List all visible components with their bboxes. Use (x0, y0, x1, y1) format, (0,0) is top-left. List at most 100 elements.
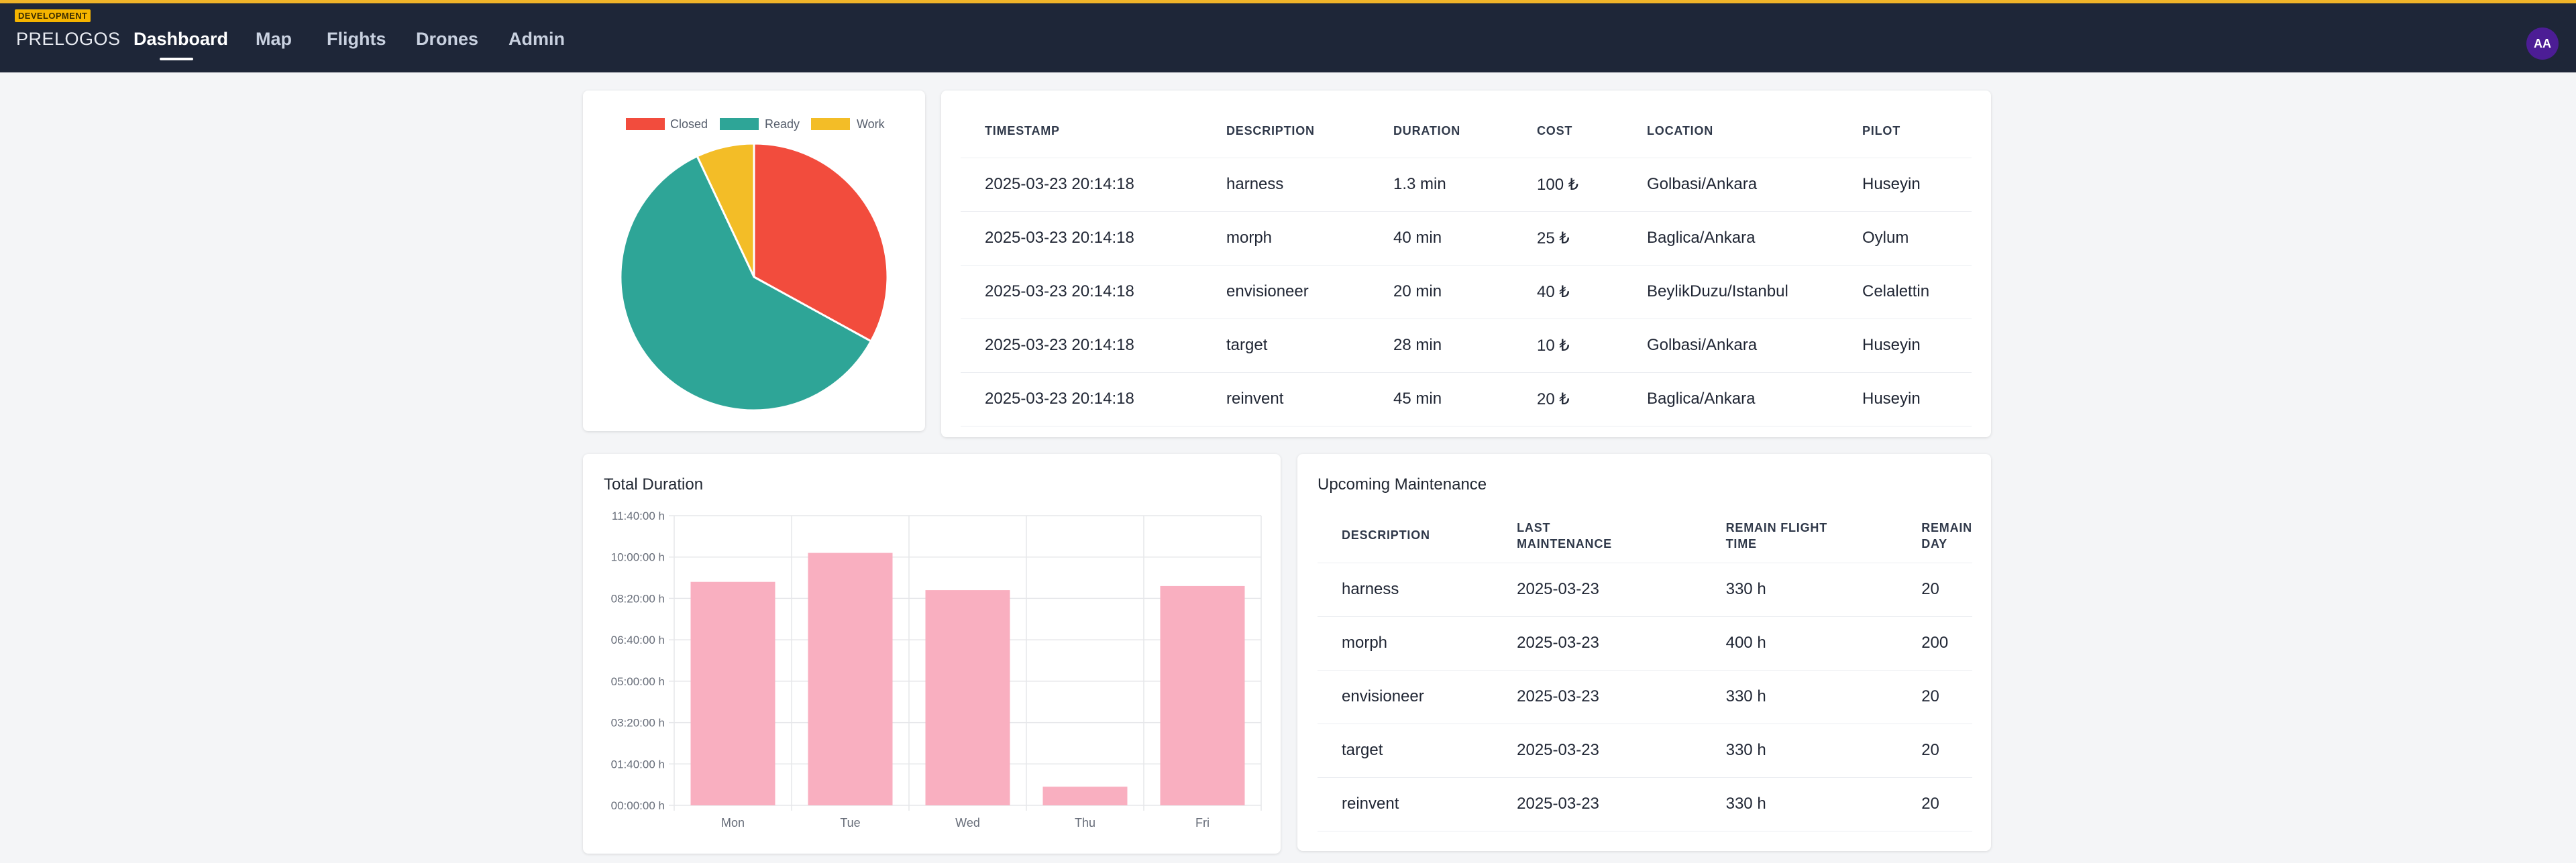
table-header-row: DESCRIPTION LAST MAINTENANCE REMAIN FLIG… (1318, 509, 1972, 563)
cell-remain-day: 20 (1897, 670, 1972, 724)
column-header-description[interactable]: DESCRIPTION (1202, 105, 1369, 158)
cell-description: reinvent (1318, 777, 1493, 831)
cell-description: reinvent (1202, 372, 1369, 426)
cell-remain-flight-time: 400 h (1701, 616, 1898, 671)
bar-thu[interactable] (1042, 787, 1128, 805)
y-tick-label: 01:40:00 h (611, 758, 665, 770)
cell-last-maintenance: 2025-03-23 (1493, 777, 1702, 831)
table-row[interactable]: 2025-03-23 20:14:18 harness 1.3 min 100 … (961, 158, 1972, 212)
table-row[interactable]: reinvent 2025-03-23 330 h 20 (1318, 777, 1972, 831)
brand-logo[interactable]: PRELOGOS (16, 29, 121, 49)
cell-remain-flight-time: 330 h (1701, 563, 1898, 617)
cell-remain-day: 200 (1897, 616, 1972, 671)
y-tick-label: 06:40:00 h (611, 634, 665, 646)
maintenance-title: Upcoming Maintenance (1318, 475, 1487, 494)
legend-label-ready[interactable]: Ready (765, 117, 800, 131)
cell-cost: 20 ₺ (1513, 372, 1623, 426)
column-header-remain-flight-time[interactable]: REMAIN FLIGHT TIME (1701, 509, 1898, 563)
table-row[interactable]: 2025-03-23 20:14:18 target 28 min 10 ₺ G… (961, 319, 1972, 373)
cell-pilot: Huseyin (1838, 319, 1972, 373)
cell-cost: 40 ₺ (1513, 265, 1623, 319)
user-avatar[interactable]: AA (2526, 27, 2559, 60)
nav-map[interactable]: Map (256, 29, 292, 49)
table-row[interactable]: 2025-03-23 20:14:18 morph 40 min 25 ₺ Ba… (961, 211, 1972, 266)
cell-pilot: Celalettin (1838, 265, 1972, 319)
table-row[interactable]: harness 2025-03-23 330 h 20 (1318, 563, 1972, 617)
cell-location: BeylikDuzu/Istanbul (1623, 265, 1838, 319)
recent-flights-table: TIMESTAMP DESCRIPTION DURATION COST LOCA… (961, 105, 1972, 426)
nav-dashboard[interactable]: Dashboard (133, 29, 229, 49)
column-header-timestamp[interactable]: TIMESTAMP (961, 105, 1202, 158)
cell-cost: 100 ₺ (1513, 158, 1623, 212)
total-duration-bar-chart: 00:00:00 h 01:40:00 h 03:20:00 h 05:00:00 h… (611, 510, 1262, 829)
column-header-description[interactable]: DESCRIPTION (1318, 509, 1493, 563)
cell-description: target (1202, 319, 1369, 373)
x-tick-label: Thu (1075, 816, 1095, 829)
cell-remain-flight-time: 330 h (1701, 724, 1898, 778)
cell-duration: 45 min (1369, 372, 1513, 426)
cell-cost: 25 ₺ (1513, 211, 1623, 266)
cell-timestamp: 2025-03-23 20:14:18 (961, 319, 1202, 373)
bar-fri[interactable] (1160, 585, 1245, 805)
nav-admin[interactable]: Admin (508, 29, 565, 49)
bar-wed[interactable] (925, 590, 1010, 805)
maintenance-table: DESCRIPTION LAST MAINTENANCE REMAIN FLIG… (1318, 509, 1972, 831)
legend-swatch-ready[interactable] (720, 118, 759, 130)
cell-location: Golbasi/Ankara (1623, 319, 1838, 373)
pie-slice-work[interactable] (696, 142, 755, 278)
pie-slice-closed[interactable] (753, 142, 889, 343)
table-row[interactable]: 2025-03-23 20:14:18 reinvent 45 min 20 ₺… (961, 372, 1972, 426)
y-tick-label: 08:20:00 h (611, 592, 665, 605)
nav-drones[interactable]: Drones (416, 29, 479, 49)
x-tick-label: Tue (840, 816, 860, 829)
legend-label-work[interactable]: Work (857, 117, 885, 131)
cell-description: envisioneer (1318, 670, 1493, 724)
cell-description: morph (1202, 211, 1369, 266)
cell-location: Baglica/Ankara (1623, 211, 1838, 266)
column-header-location[interactable]: LOCATION (1623, 105, 1838, 158)
nav-flights[interactable]: Flights (327, 29, 386, 49)
x-tick-label: Fri (1195, 816, 1210, 829)
bar-tue[interactable] (808, 553, 893, 805)
recent-flights-card: TIMESTAMP DESCRIPTION DURATION COST LOCA… (941, 91, 1991, 437)
y-tick-label: 10:00:00 h (611, 551, 665, 564)
table-row[interactable]: morph 2025-03-23 400 h 200 (1318, 616, 1972, 671)
nav-active-indicator (160, 58, 193, 60)
cell-description: harness (1318, 563, 1493, 617)
column-header-duration[interactable]: DURATION (1369, 105, 1513, 158)
cell-last-maintenance: 2025-03-23 (1493, 724, 1702, 778)
cell-last-maintenance: 2025-03-23 (1493, 616, 1702, 671)
cell-location: Baglica/Ankara (1623, 372, 1838, 426)
y-tick-label: 00:00:00 h (611, 799, 665, 812)
cell-pilot: Huseyin (1838, 158, 1972, 212)
cell-description: envisioneer (1202, 265, 1369, 319)
column-header-pilot[interactable]: PILOT (1838, 105, 1972, 158)
column-header-remain-day[interactable]: REMAIN DAY (1897, 509, 1972, 563)
legend-swatch-closed[interactable] (626, 118, 665, 130)
cell-timestamp: 2025-03-23 20:14:18 (961, 265, 1202, 319)
cell-timestamp: 2025-03-23 20:14:18 (961, 372, 1202, 426)
column-header-last-maintenance[interactable]: LAST MAINTENANCE (1493, 509, 1702, 563)
cell-timestamp: 2025-03-23 20:14:18 (961, 211, 1202, 266)
table-row[interactable]: target 2025-03-23 330 h 20 (1318, 724, 1972, 778)
cell-last-maintenance: 2025-03-23 (1493, 670, 1702, 724)
table-row[interactable]: envisioneer 2025-03-23 330 h 20 (1318, 670, 1972, 724)
cell-duration: 40 min (1369, 211, 1513, 266)
column-header-cost[interactable]: COST (1513, 105, 1623, 158)
cell-location: Golbasi/Ankara (1623, 158, 1838, 212)
cell-pilot: Huseyin (1838, 372, 1972, 426)
x-tick-label: Mon (721, 816, 745, 829)
environment-badge: DEVELOPMENT (15, 9, 91, 22)
y-tick-label: 05:00:00 h (611, 675, 665, 688)
cell-description: target (1318, 724, 1493, 778)
legend-label-closed[interactable]: Closed (670, 117, 708, 131)
bar-mon[interactable] (690, 581, 775, 805)
table-row[interactable]: 2025-03-23 20:14:18 envisioneer 20 min 4… (961, 265, 1972, 319)
y-tick-label: 03:20:00 h (611, 717, 665, 730)
legend-swatch-work[interactable] (811, 118, 850, 130)
status-pie-chart (619, 142, 889, 412)
cell-duration: 20 min (1369, 265, 1513, 319)
upcoming-maintenance-card: Upcoming Maintenance DESCRIPTION LAST MA… (1297, 454, 1991, 851)
pie-slice-ready[interactable] (619, 154, 873, 412)
cell-remain-day: 20 (1897, 563, 1972, 617)
